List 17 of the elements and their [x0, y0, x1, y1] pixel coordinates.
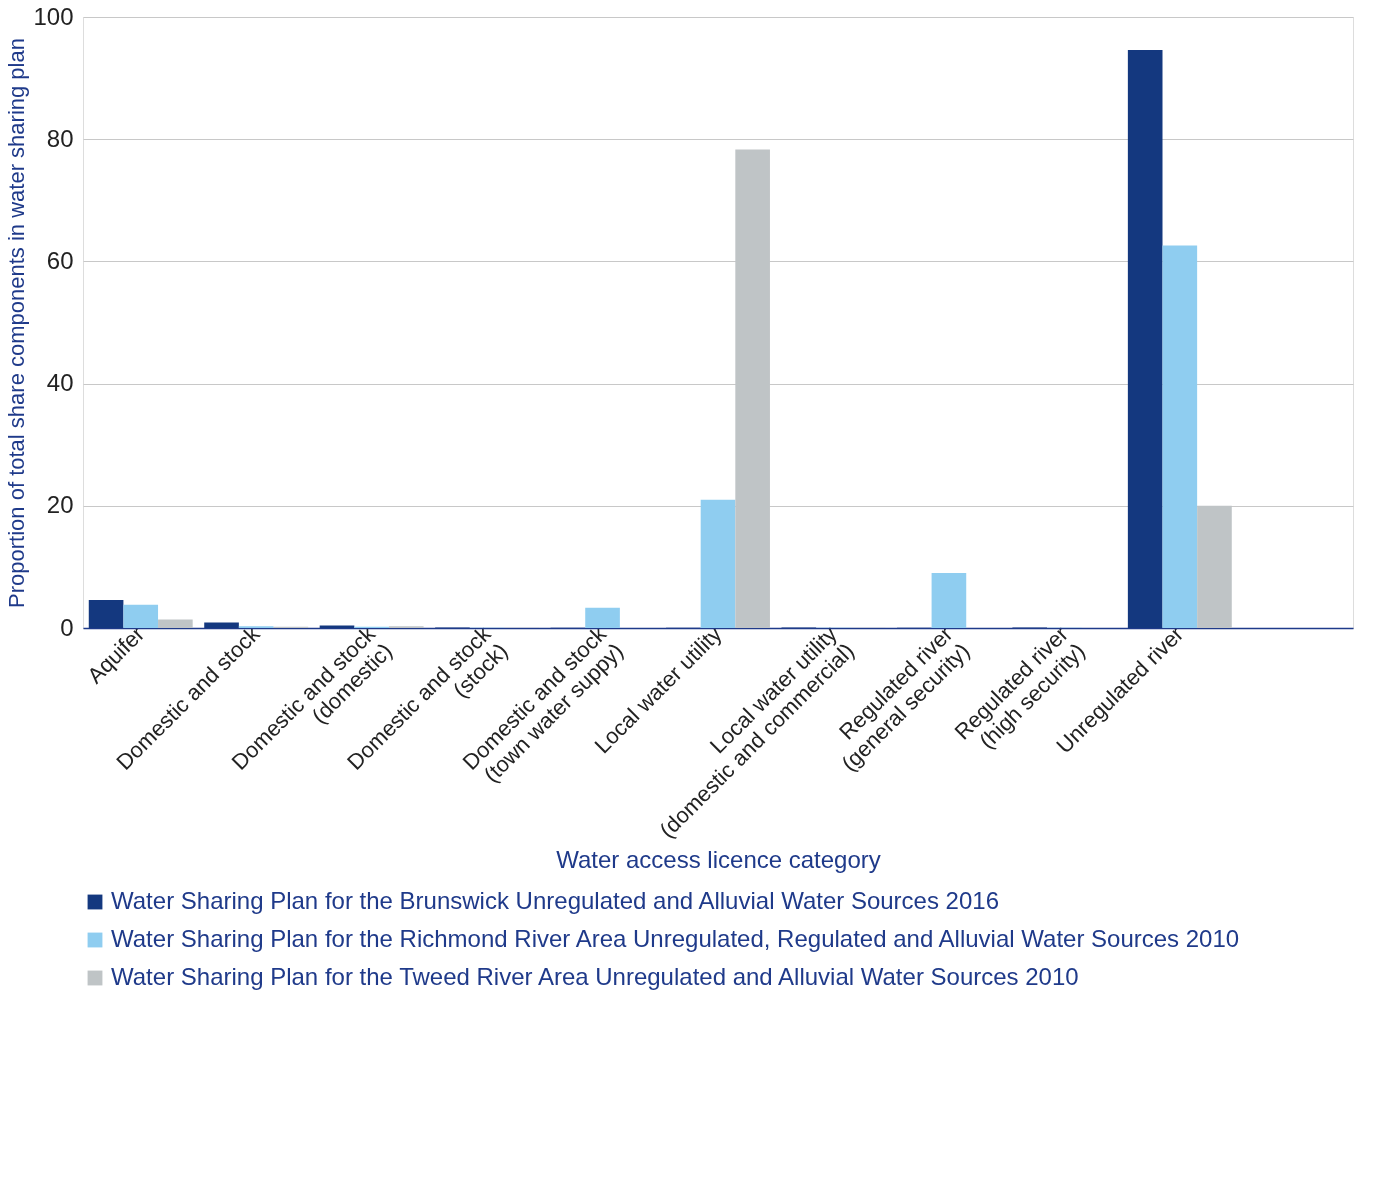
- legend-label: Water Sharing Plan for the Tweed River Area Unregulated and Alluvial Water Sources 2010: [111, 963, 1079, 990]
- y-tick-label: 100: [33, 2, 74, 30]
- y-tick-label: 40: [46, 369, 74, 397]
- y-tick-label: 0: [60, 613, 74, 641]
- legend-label: Water Sharing Plan for the Brunswick Unregulated and Alluvial Water Sources 2016: [111, 887, 1000, 914]
- bar: [123, 604, 159, 628]
- bar: [1162, 245, 1198, 628]
- y-axis-title: Proportion of total share components in water sharing plan: [4, 38, 30, 608]
- y-tick-label: 80: [46, 124, 74, 152]
- legend-label: Water Sharing Plan for the Richmond River Area Unregulated, Regulated and Alluvial Water Sources 2010: [111, 925, 1240, 952]
- x-axis-title: Water access licence category: [556, 845, 881, 873]
- y-tick-label: 20: [46, 491, 74, 519]
- bar: [585, 607, 620, 628]
- bar: [158, 619, 193, 628]
- bar: [931, 573, 967, 628]
- y-tick-label: 60: [46, 246, 74, 274]
- bar: [700, 499, 736, 628]
